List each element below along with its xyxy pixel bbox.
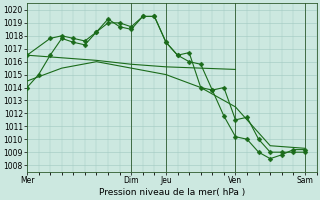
X-axis label: Pression niveau de la mer( hPa ): Pression niveau de la mer( hPa ) bbox=[99, 188, 245, 197]
